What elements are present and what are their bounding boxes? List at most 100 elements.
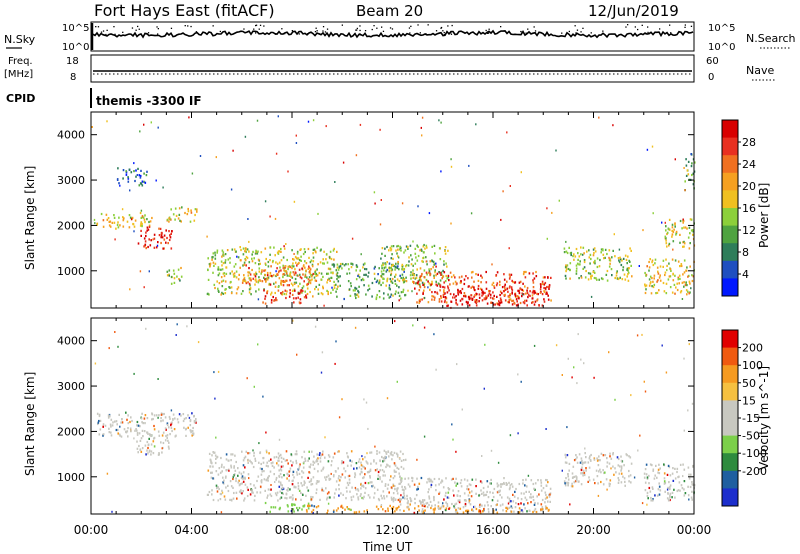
data-cell (453, 505, 455, 508)
data-cell (426, 263, 428, 266)
data-cell (518, 482, 521, 486)
data-cell (375, 505, 378, 508)
data-cell (274, 299, 276, 302)
data-cell (355, 265, 358, 269)
data-cell (356, 493, 358, 496)
data-cell (235, 477, 237, 480)
data-cell (540, 283, 542, 286)
data-cell (168, 238, 171, 242)
data-cell (298, 465, 301, 468)
data-cell (522, 282, 524, 285)
data-cell (253, 257, 255, 260)
data-cell (278, 261, 281, 264)
data-cell (332, 249, 335, 252)
data-cell (284, 289, 287, 292)
data-cell (538, 493, 540, 496)
noise-cell (355, 154, 358, 157)
noise-cell (366, 452, 368, 455)
data-cell (489, 290, 491, 293)
data-cell (664, 235, 667, 238)
data-cell (380, 505, 382, 508)
nsearch-dot (561, 32, 563, 34)
data-cell (671, 291, 674, 294)
data-cell (187, 210, 190, 213)
noise-cell (270, 484, 272, 486)
data-cell (628, 480, 630, 483)
data-cell (167, 439, 169, 442)
data-cell (249, 483, 252, 486)
data-cell (281, 491, 283, 495)
data-cell (563, 251, 566, 254)
data-cell (665, 292, 668, 295)
nsearch-tick-bottom: 10^0 (708, 42, 735, 53)
data-cell (310, 463, 312, 466)
data-cell (564, 482, 566, 485)
noise-cell (681, 298, 684, 300)
data-cell (297, 485, 300, 488)
data-cell (284, 496, 286, 500)
data-cell (686, 293, 688, 296)
data-cell (233, 465, 235, 468)
data-cell (260, 481, 263, 484)
data-cell (377, 477, 379, 480)
data-cell (147, 245, 149, 249)
data-cell (360, 483, 362, 486)
noise-cell (461, 408, 463, 411)
data-cell (311, 510, 313, 513)
noise-cell (264, 200, 267, 203)
data-cell (425, 502, 428, 505)
data-cell (129, 427, 132, 430)
data-cell (183, 417, 186, 420)
data-cell (615, 271, 618, 274)
noise-cell (644, 390, 647, 393)
data-cell (375, 296, 378, 299)
data-cell (333, 247, 335, 250)
data-cell (508, 296, 510, 299)
data-cell (399, 478, 402, 481)
data-cell (166, 436, 168, 439)
data-cell (336, 263, 339, 266)
data-cell (573, 481, 576, 484)
data-cell (301, 287, 304, 290)
data-cell (549, 500, 551, 503)
data-cell (621, 259, 623, 262)
data-cell (587, 272, 590, 275)
data-cell (490, 505, 492, 508)
data-cell (233, 272, 236, 275)
data-cell (228, 459, 230, 462)
data-cell (252, 277, 255, 280)
data-cell (237, 467, 239, 470)
data-cell (674, 222, 676, 225)
data-cell (610, 268, 613, 271)
data-cell (508, 506, 511, 509)
x-tick-label: 20:00 (576, 523, 611, 537)
data-cell (143, 180, 145, 183)
data-cell (544, 497, 547, 500)
data-cell (535, 510, 538, 514)
noise-cell (114, 331, 116, 333)
data-cell (379, 478, 381, 481)
data-cell (500, 483, 502, 486)
nave-tick-top: 60 (706, 56, 719, 67)
data-cell (444, 280, 447, 283)
data-cell (476, 300, 478, 303)
data-cell (506, 507, 509, 510)
data-cell (440, 300, 443, 303)
data-cell (583, 473, 586, 477)
noise-cell (438, 119, 440, 122)
data-cell (371, 485, 373, 488)
data-cell (618, 259, 620, 262)
data-cell (270, 274, 272, 277)
data-cell (423, 289, 425, 292)
data-cell (520, 492, 523, 495)
data-cell (655, 464, 657, 467)
data-cell (519, 508, 522, 511)
data-cell (216, 249, 219, 252)
data-cell (292, 265, 295, 268)
data-cell (312, 272, 315, 276)
noise-cell (117, 345, 119, 348)
noise-cell (321, 351, 324, 354)
data-cell (145, 453, 147, 456)
data-cell (322, 466, 325, 469)
data-cell (288, 496, 291, 499)
